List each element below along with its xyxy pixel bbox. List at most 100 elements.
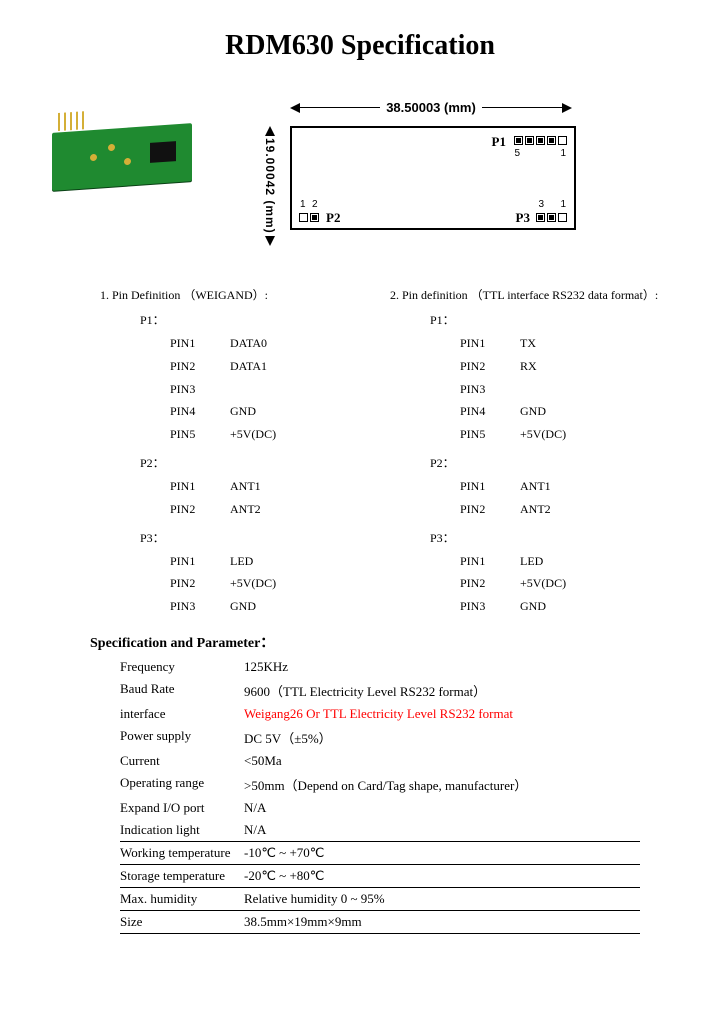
pin-number-label: PIN4 xyxy=(460,400,520,423)
pin-square-icon xyxy=(558,213,567,222)
spec-section-title: Specification and Parameter： xyxy=(90,632,680,652)
pin-signal-label: ANT1 xyxy=(230,475,261,498)
pin-row: PIN1LED xyxy=(170,550,390,573)
pcb-outline: P1 5 1 1 2 xyxy=(290,126,576,230)
pin-number-label: PIN4 xyxy=(170,400,230,423)
arrow-up-icon xyxy=(265,126,275,136)
header-label-p3: P3 xyxy=(516,210,530,226)
pin-row: PIN1ANT1 xyxy=(460,475,680,498)
page: RDM630 Specification 38. xyxy=(0,0,720,974)
header-p3 xyxy=(535,213,568,222)
pin-row: PIN3 xyxy=(170,378,390,401)
pin-square-icon xyxy=(547,213,556,222)
spec-key: Working temperature xyxy=(120,841,244,864)
pin-square-icon xyxy=(558,136,567,145)
spec-key: Frequency xyxy=(120,656,244,678)
pin-signal-label: +5V(DC) xyxy=(230,572,276,595)
table-row: Expand I/O port N/A xyxy=(120,797,640,819)
spec-value: N/A xyxy=(244,797,640,819)
pin-row: PIN2ANT2 xyxy=(460,498,680,521)
pin-signal-label: LED xyxy=(230,550,253,573)
pin-square-icon xyxy=(547,136,556,145)
pin-signal-label: DATA0 xyxy=(230,332,267,355)
spec-value: DC 5V（±5%） xyxy=(244,725,640,750)
spec-key: Max. humidity xyxy=(120,887,244,910)
pin-row: PIN1TX xyxy=(460,332,680,355)
spec-key: Indication light xyxy=(120,819,244,842)
dimension-height: 19.00042 (mm) xyxy=(256,126,284,226)
pin-signal-label: GND xyxy=(520,400,546,423)
pin-number: 3 xyxy=(538,199,544,210)
spec-key: Operating range xyxy=(120,772,244,797)
pin-signal-label: +5V(DC) xyxy=(520,572,566,595)
table-row: Storage temperature -20℃ ~ +80℃ xyxy=(120,864,640,887)
pin-signal-label: GND xyxy=(520,595,546,618)
pin-signal-label: GND xyxy=(230,400,256,423)
spec-key: Expand I/O port xyxy=(120,797,244,819)
pin-def-title: 1. Pin Definition （WEIGAND）: xyxy=(100,286,390,303)
table-row: Power supply DC 5V（±5%） xyxy=(120,725,640,750)
pin-number-label: PIN1 xyxy=(170,550,230,573)
pin-square-icon xyxy=(310,213,319,222)
table-row: Max. humidity Relative humidity 0 ~ 95% xyxy=(120,887,640,910)
pin-number-label: PIN3 xyxy=(170,595,230,618)
pin-signal-label: +5V(DC) xyxy=(520,423,566,446)
pin-signal-label: TX xyxy=(520,332,536,355)
dimension-height-label: 19.00042 (mm) xyxy=(263,136,277,236)
header-label-p2: P2 xyxy=(326,210,340,226)
spec-value: 38.5mm×19mm×9mm xyxy=(244,910,640,933)
header-p1 xyxy=(513,136,568,145)
pin-group-header: P1： xyxy=(140,311,390,328)
table-row: Frequency 125KHz xyxy=(120,656,640,678)
table-row: Current <50Ma xyxy=(120,750,640,772)
pin-number-label: PIN2 xyxy=(170,572,230,595)
pcb-diagram: 38.50003 (mm) 19.00042 (mm) P1 xyxy=(250,86,610,266)
pin-row: PIN1LED xyxy=(460,550,680,573)
pin-number-label: PIN2 xyxy=(170,355,230,378)
pin-group-header: P1： xyxy=(430,311,680,328)
spec-table: Frequency 125KHz Baud Rate 9600（TTL Elec… xyxy=(120,656,640,933)
pin-number: 1 xyxy=(560,148,566,159)
pin-definition-section: 1. Pin Definition （WEIGAND）: P1： PIN1 DATA… xyxy=(100,286,680,618)
pin-row: PIN2RX xyxy=(460,355,680,378)
spec-key: Baud Rate xyxy=(120,678,244,703)
pin-def-weigand: 1. Pin Definition （WEIGAND）: P1： PIN1 DATA… xyxy=(100,286,390,618)
spec-key: Current xyxy=(120,750,244,772)
ic-chip-icon xyxy=(150,141,176,163)
pin-row: PIN5+5V(DC) xyxy=(460,423,680,446)
spec-key: Storage temperature xyxy=(120,864,244,887)
header-label-p1: P1 xyxy=(492,134,506,150)
dimension-width: 38.50003 (mm) xyxy=(290,100,572,115)
pin-number: 2 xyxy=(312,199,318,210)
table-row: interface Weigang26 Or TTL Electricity L… xyxy=(120,703,640,725)
pin-row: PIN3 xyxy=(460,378,680,401)
pin-row: PIN3GND xyxy=(170,595,390,618)
pin-square-icon xyxy=(299,213,308,222)
pin-def-title: 2. Pin definition （TTL interface RS232 d… xyxy=(390,286,680,303)
pin-number-label: PIN5 xyxy=(170,423,230,446)
pin-signal-label: GND xyxy=(230,595,256,618)
pin-square-icon xyxy=(525,136,534,145)
pin-group-header: P2： xyxy=(430,454,680,471)
table-row: Size 38.5mm×19mm×9mm xyxy=(120,910,640,933)
dim-line xyxy=(300,107,380,108)
dim-line xyxy=(482,107,562,108)
pin-group-header: P3： xyxy=(430,529,680,546)
arrow-left-icon xyxy=(290,103,300,113)
pin-number-label: PIN2 xyxy=(460,498,520,521)
bottom-rule xyxy=(120,933,640,934)
pin-number-label: PIN3 xyxy=(170,378,230,401)
spec-value: <50Ma xyxy=(244,750,640,772)
pin-def-ttl: 2. Pin definition （TTL interface RS232 d… xyxy=(390,286,680,618)
spec-value: N/A xyxy=(244,819,640,842)
pin-number: 1 xyxy=(560,199,566,210)
pin-number-label: PIN1 xyxy=(460,475,520,498)
pin-square-icon xyxy=(514,136,523,145)
pin-signal-label: ANT2 xyxy=(520,498,551,521)
pin-number-label: PIN2 xyxy=(460,572,520,595)
spec-value: 125KHz xyxy=(244,656,640,678)
spec-value: Relative humidity 0 ~ 95% xyxy=(244,887,640,910)
pin-square-icon xyxy=(536,136,545,145)
spec-value: -10℃ ~ +70℃ xyxy=(244,841,640,864)
arrow-right-icon xyxy=(562,103,572,113)
